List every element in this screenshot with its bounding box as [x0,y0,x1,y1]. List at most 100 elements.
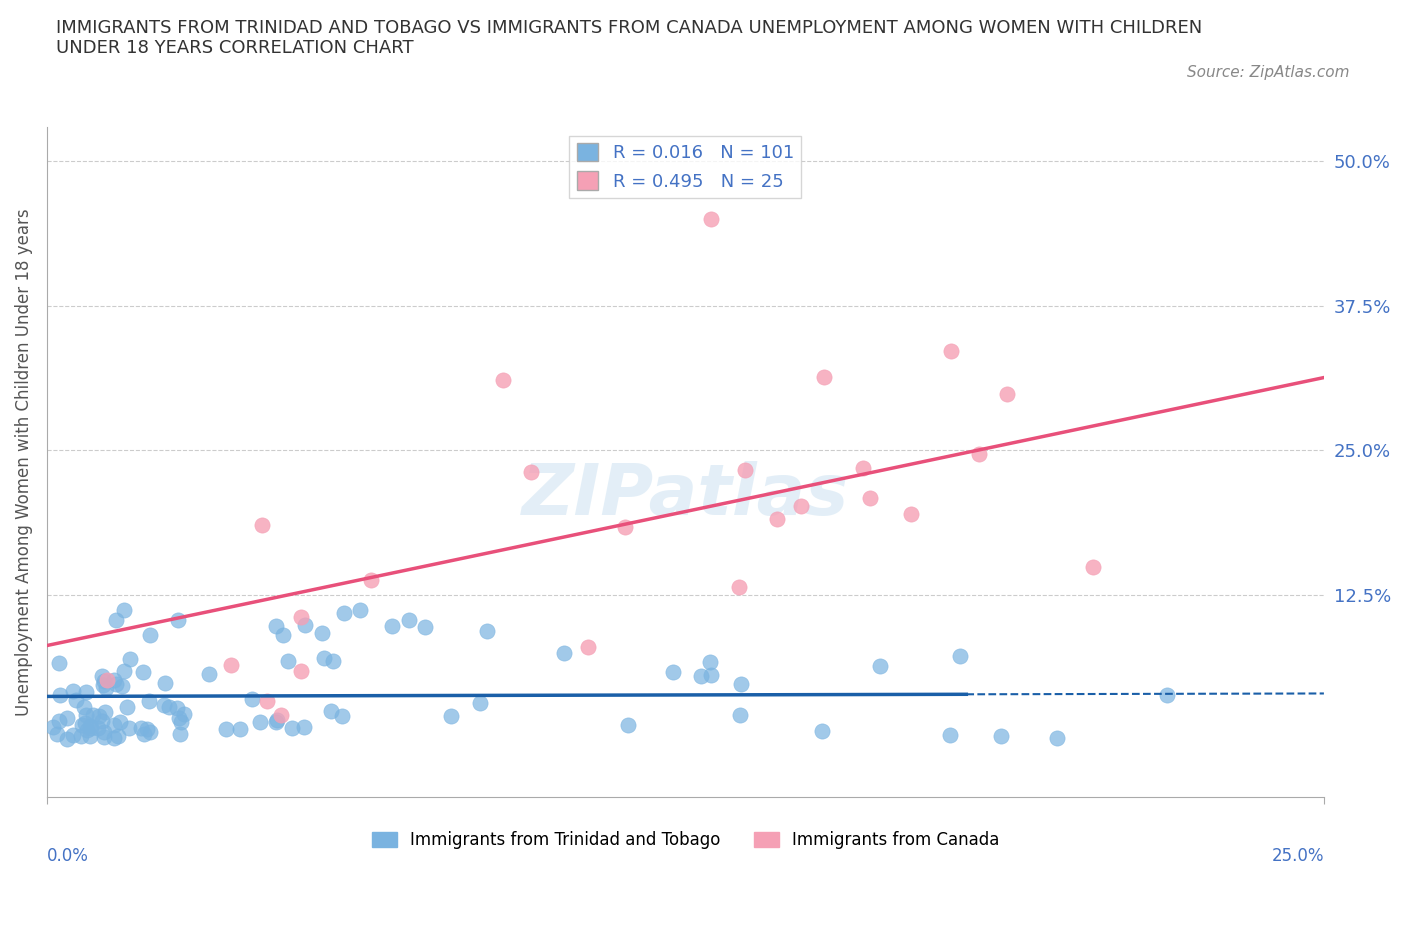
Immigrants from Trinidad and Tobago [990,728,1012,743]
Immigrants from Trinidad and Tobago [169,714,191,729]
Immigrants from Canada [96,672,118,687]
Immigrants from Canada [852,460,875,475]
Immigrants from Trinidad and Tobago [281,720,304,735]
Immigrants from Trinidad and Tobago [349,603,371,618]
Immigrants from Trinidad and Tobago [105,676,128,691]
Text: Source: ZipAtlas.com: Source: ZipAtlas.com [1187,65,1350,80]
Immigrants from Trinidad and Tobago [730,677,752,692]
Text: 0.0%: 0.0% [46,847,89,865]
Immigrants from Trinidad and Tobago [76,723,98,737]
Immigrants from Trinidad and Tobago [333,605,356,620]
Immigrants from Trinidad and Tobago [152,698,174,712]
Immigrants from Trinidad and Tobago [91,677,114,692]
Immigrants from Canada [790,498,813,513]
Immigrants from Trinidad and Tobago [75,684,97,699]
Immigrants from Canada [613,520,636,535]
Immigrants from Trinidad and Tobago [90,714,112,729]
Immigrants from Canada [576,640,599,655]
Immigrants from Canada [858,490,880,505]
Immigrants from Trinidad and Tobago [167,711,190,725]
Immigrants from Canada [700,212,723,227]
Immigrants from Trinidad and Tobago [118,721,141,736]
Immigrants from Trinidad and Tobago [169,726,191,741]
Text: 25.0%: 25.0% [1271,847,1324,865]
Immigrants from Trinidad and Tobago [939,728,962,743]
Immigrants from Trinidad and Tobago [82,708,104,723]
Immigrants from Trinidad and Tobago [65,693,87,708]
Immigrants from Trinidad and Tobago [117,700,139,715]
Immigrants from Trinidad and Tobago [266,712,288,727]
Immigrants from Trinidad and Tobago [322,654,344,669]
Immigrants from Trinidad and Tobago [311,626,333,641]
Immigrants from Trinidad and Tobago [157,700,180,715]
Immigrants from Trinidad and Tobago [112,603,135,618]
Immigrants from Trinidad and Tobago [87,709,110,724]
Immigrants from Trinidad and Tobago [1156,688,1178,703]
Immigrants from Trinidad and Tobago [415,619,437,634]
Immigrants from Trinidad and Tobago [79,721,101,736]
Immigrants from Trinidad and Tobago [292,720,315,735]
Immigrants from Canada [727,579,749,594]
Immigrants from Trinidad and Tobago [475,624,498,639]
Immigrants from Trinidad and Tobago [662,664,685,679]
Immigrants from Trinidad and Tobago [135,722,157,737]
Immigrants from Trinidad and Tobago [811,724,834,738]
Immigrants from Trinidad and Tobago [56,711,79,725]
Immigrants from Trinidad and Tobago [120,652,142,667]
Immigrants from Trinidad and Tobago [112,663,135,678]
Immigrants from Trinidad and Tobago [70,728,93,743]
Immigrants from Trinidad and Tobago [79,719,101,734]
Immigrants from Trinidad and Tobago [55,732,77,747]
Immigrants from Canada [290,609,312,624]
Immigrants from Canada [734,463,756,478]
Immigrants from Trinidad and Tobago [105,613,128,628]
Immigrants from Canada [270,708,292,723]
Immigrants from Trinidad and Tobago [48,713,70,728]
Immigrants from Trinidad and Tobago [111,679,134,694]
Immigrants from Canada [813,369,835,384]
Text: IMMIGRANTS FROM TRINIDAD AND TOBAGO VS IMMIGRANTS FROM CANADA UNEMPLOYMENT AMONG: IMMIGRANTS FROM TRINIDAD AND TOBAGO VS I… [56,19,1202,58]
Immigrants from Canada [766,512,789,527]
Text: ZIPatlas: ZIPatlas [522,460,849,530]
Immigrants from Trinidad and Tobago [91,669,114,684]
Immigrants from Canada [520,465,543,480]
Immigrants from Trinidad and Tobago [103,730,125,745]
Immigrants from Canada [219,658,242,672]
Immigrants from Canada [290,663,312,678]
Immigrants from Trinidad and Tobago [166,700,188,715]
Immigrants from Trinidad and Tobago [107,729,129,744]
Immigrants from Canada [995,387,1018,402]
Immigrants from Trinidad and Tobago [690,669,713,684]
Immigrants from Trinidad and Tobago [439,709,461,724]
Immigrants from Trinidad and Tobago [381,618,404,633]
Immigrants from Trinidad and Tobago [129,721,152,736]
Immigrants from Trinidad and Tobago [72,717,94,732]
Immigrants from Trinidad and Tobago [699,655,721,670]
Immigrants from Trinidad and Tobago [730,708,752,723]
Immigrants from Trinidad and Tobago [49,687,72,702]
Immigrants from Trinidad and Tobago [132,726,155,741]
Immigrants from Trinidad and Tobago [1046,731,1069,746]
Immigrants from Trinidad and Tobago [949,648,972,663]
Immigrants from Trinidad and Tobago [271,628,294,643]
Immigrants from Canada [939,343,962,358]
Immigrants from Trinidad and Tobago [138,694,160,709]
Immigrants from Trinidad and Tobago [62,684,84,699]
Immigrants from Trinidad and Tobago [294,618,316,632]
Immigrants from Trinidad and Tobago [229,722,252,737]
Immigrants from Trinidad and Tobago [242,691,264,706]
Immigrants from Trinidad and Tobago [249,715,271,730]
Immigrants from Trinidad and Tobago [93,725,115,740]
Immigrants from Canada [256,693,278,708]
Immigrants from Trinidad and Tobago [314,651,336,666]
Immigrants from Canada [967,446,990,461]
Immigrants from Trinidad and Tobago [215,722,238,737]
Immigrants from Trinidad and Tobago [108,715,131,730]
Immigrants from Trinidad and Tobago [166,613,188,628]
Immigrants from Trinidad and Tobago [616,718,638,733]
Immigrants from Trinidad and Tobago [139,628,162,643]
Immigrants from Trinidad and Tobago [42,720,65,735]
Immigrants from Trinidad and Tobago [138,724,160,739]
Immigrants from Trinidad and Tobago [103,718,125,733]
Immigrants from Trinidad and Tobago [330,709,353,724]
